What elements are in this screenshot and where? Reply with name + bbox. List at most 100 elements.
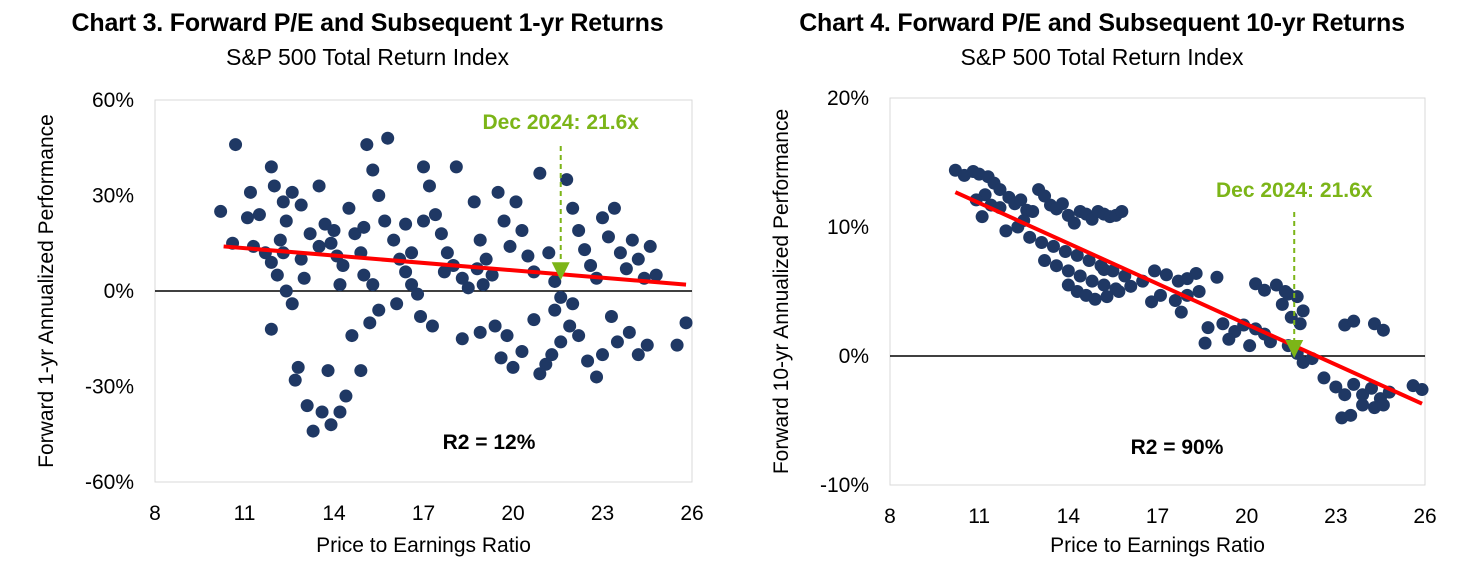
y-tick-label: -10% <box>820 474 869 497</box>
data-point <box>306 424 320 438</box>
data-point <box>572 224 586 238</box>
annotation-arrow-head <box>1285 340 1304 358</box>
data-point <box>631 348 645 362</box>
data-point <box>1344 408 1358 422</box>
data-point <box>440 246 454 260</box>
data-point <box>1365 381 1378 395</box>
data-point <box>488 319 502 333</box>
data-point <box>1347 314 1361 328</box>
data-point <box>604 309 618 323</box>
data-point <box>264 322 278 336</box>
data-point <box>1070 248 1084 262</box>
data-point <box>1356 398 1370 412</box>
x-tick-label: 8 <box>149 502 161 525</box>
chart-3-panel: Chart 3. Forward P/E and Subsequent 1-yr… <box>35 9 704 557</box>
chart-subtitle: S&P 500 Total Return Index <box>225 44 509 70</box>
data-point <box>509 195 523 209</box>
data-point <box>533 166 547 180</box>
x-tick-label: 11 <box>968 505 990 528</box>
data-point <box>566 297 580 311</box>
data-point <box>515 344 529 358</box>
data-point <box>264 160 278 174</box>
data-point <box>560 173 574 187</box>
data-point <box>312 179 326 193</box>
data-point <box>521 249 535 263</box>
data-point <box>1415 383 1429 397</box>
chart-3-plot: 60% 30% 0% -30% -60% 8 11 14 17 20 23 26 Price to Ea… <box>35 89 704 557</box>
y-tick-label: 20% <box>827 87 869 110</box>
data-point <box>999 224 1013 238</box>
data-point <box>539 357 553 371</box>
data-point <box>315 405 329 419</box>
data-point <box>1356 388 1370 402</box>
data-point <box>1097 278 1111 292</box>
data-point <box>327 224 341 238</box>
data-point <box>285 297 299 311</box>
data-point <box>345 329 359 343</box>
x-tick-label: 11 <box>234 502 256 525</box>
data-point <box>1046 239 1060 253</box>
data-point <box>428 208 442 222</box>
data-point <box>285 185 299 199</box>
x-tick-label: 8 <box>884 505 896 528</box>
data-point <box>515 224 529 238</box>
data-point <box>975 210 989 224</box>
data-point <box>1038 254 1052 268</box>
data-point <box>467 195 481 209</box>
data-point <box>625 233 639 247</box>
data-point <box>336 259 350 273</box>
data-point <box>631 252 645 266</box>
y-axis-title: Forward 1-yr Annualized Performance <box>35 114 58 468</box>
data-point <box>1192 285 1206 298</box>
data-point <box>1035 235 1049 249</box>
data-point <box>229 138 243 152</box>
data-point <box>279 214 293 228</box>
data-point <box>321 364 335 378</box>
data-point <box>294 198 308 212</box>
data-point <box>357 268 371 282</box>
data-point <box>1145 295 1159 309</box>
data-point <box>584 259 598 273</box>
x-tick-label: 26 <box>1413 505 1436 528</box>
data-point <box>1100 290 1114 304</box>
data-point <box>503 239 517 253</box>
data-point <box>1014 193 1028 207</box>
data-point <box>554 290 568 304</box>
data-point <box>500 329 514 343</box>
data-point <box>339 389 353 403</box>
data-point <box>279 284 293 298</box>
data-point <box>240 211 254 225</box>
data-point <box>596 211 609 225</box>
plot-frame <box>889 97 1426 486</box>
data-point <box>243 185 257 199</box>
data-point <box>1049 259 1063 273</box>
chart-title: Chart 3. Forward P/E and Subsequent 1-yr… <box>71 9 664 37</box>
data-point <box>1201 321 1215 335</box>
data-point <box>1329 380 1343 394</box>
data-point <box>405 246 419 260</box>
data-point <box>506 360 520 374</box>
data-point <box>1222 332 1236 346</box>
r2-label: R2 = 90% <box>1131 436 1224 459</box>
data-point <box>1082 254 1096 268</box>
data-point <box>572 329 586 343</box>
data-point <box>1189 266 1203 280</box>
data-point <box>1097 263 1111 277</box>
data-point <box>461 281 475 295</box>
data-point <box>622 325 636 339</box>
data-point <box>372 303 386 317</box>
data-point <box>1347 377 1361 391</box>
data-point <box>324 418 338 432</box>
data-point <box>276 195 290 209</box>
x-tick-label: 17 <box>412 502 435 525</box>
y-tick-label: 30% <box>92 185 134 208</box>
data-point <box>1124 279 1138 293</box>
data-point <box>548 303 562 317</box>
data-point <box>291 360 305 374</box>
data-point <box>425 319 439 333</box>
data-point <box>399 265 413 279</box>
data-point <box>434 227 448 241</box>
data-point <box>1338 388 1352 402</box>
data-point <box>264 255 278 269</box>
data-point <box>372 189 386 202</box>
